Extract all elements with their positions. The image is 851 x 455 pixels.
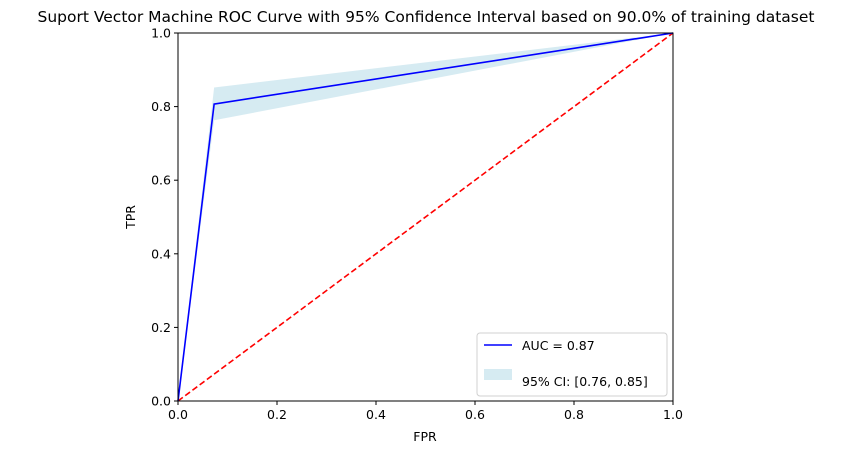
- x-axis-label: FPR: [413, 429, 437, 444]
- axes-frame: [177, 32, 674, 402]
- legend-label-auc: AUC = 0.87: [522, 338, 595, 353]
- y-tick-label: 0.4: [151, 246, 171, 261]
- x-tick-label: 0.2: [267, 407, 287, 422]
- y-tick-label: 1.0: [151, 26, 171, 41]
- roc-curve-line: [177, 32, 674, 402]
- legend-band-swatch: [484, 369, 512, 380]
- y-axis-ticks: 0.0 0.2 0.4 0.6 0.8 1.0: [151, 26, 178, 409]
- y-tick-label: 0.8: [151, 99, 171, 114]
- y-axis-label: TPR: [123, 205, 138, 230]
- x-tick-label: 0.6: [465, 407, 485, 422]
- chance-diagonal-line: [177, 32, 674, 402]
- x-axis-ticks: 0.0 0.2 0.4 0.6 0.8 1.0: [168, 401, 683, 422]
- y-tick-label: 0.2: [151, 320, 171, 335]
- legend: AUC = 0.87 95% CI: [0.76, 0.85]: [476, 332, 668, 397]
- x-tick-label: 1.0: [663, 407, 683, 422]
- x-tick-label: 0.0: [168, 407, 188, 422]
- y-tick-label: 0.6: [151, 173, 171, 188]
- chart-title: Suport Vector Machine ROC Curve with 95%…: [38, 8, 815, 26]
- x-tick-label: 0.4: [366, 407, 386, 422]
- legend-label-ci: 95% CI: [0.76, 0.85]: [522, 374, 648, 389]
- legend-box: [476, 332, 668, 397]
- plot-area: [177, 32, 674, 402]
- y-tick-label: 0.0: [151, 394, 171, 409]
- x-tick-label: 0.8: [564, 407, 584, 422]
